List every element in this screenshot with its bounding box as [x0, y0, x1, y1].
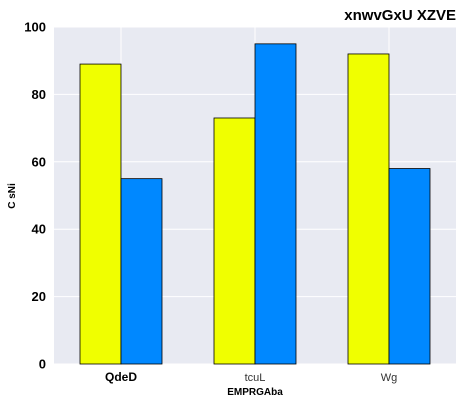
bar-tcuL-series-2: [254, 43, 297, 365]
y-tick-label: 60: [32, 154, 46, 169]
x-axis-label: EMPRGAba: [227, 387, 283, 398]
y-axis-label: C sNi: [7, 183, 18, 209]
x-axis-ticks: QdeD tcuL Wg: [105, 370, 397, 384]
y-tick-label: 20: [32, 289, 46, 304]
y-tick-label: 0: [39, 357, 46, 372]
x-tick-label: tcuL: [245, 372, 266, 384]
bar-Wg-series-2: [388, 168, 431, 365]
bar-QdeD-series-2: [120, 178, 163, 365]
bars: [79, 43, 431, 365]
x-tick-label: QdeD: [105, 370, 137, 384]
y-tick-label: 100: [24, 20, 46, 35]
chart-title: xnwvGxU XZVE: [344, 7, 456, 24]
y-tick-label: 40: [32, 222, 46, 237]
bar-Wg-series-1: [347, 53, 390, 365]
y-tick-label: 80: [32, 87, 46, 102]
bar-QdeD-series-1: [79, 63, 122, 365]
bar-tcuL-series-1: [213, 117, 256, 365]
y-axis-ticks: 0 20 40 60 80 100: [24, 20, 46, 372]
x-tick-label: Wg: [381, 372, 398, 384]
